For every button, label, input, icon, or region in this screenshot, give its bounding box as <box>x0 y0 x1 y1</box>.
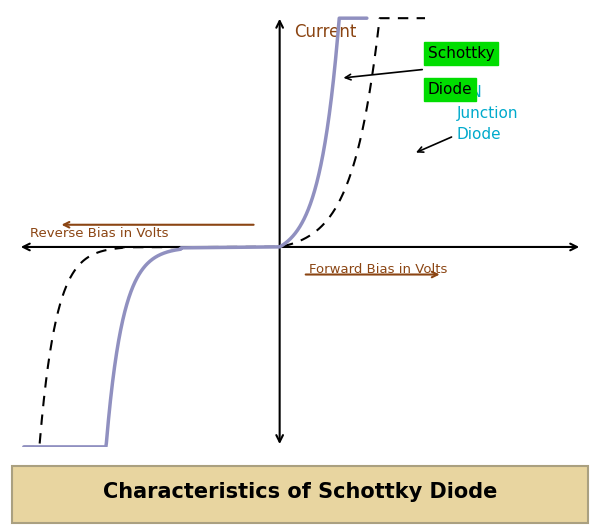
Text: Characteristics of Schottky Diode: Characteristics of Schottky Diode <box>103 481 497 502</box>
Text: Current: Current <box>294 23 356 40</box>
Text: Reverse Bias in Volts: Reverse Bias in Volts <box>29 227 168 240</box>
FancyBboxPatch shape <box>12 466 588 523</box>
Text: Forward Bias in Volts: Forward Bias in Volts <box>309 262 447 276</box>
Text: Schottky: Schottky <box>428 46 494 61</box>
Text: Diode: Diode <box>428 82 473 97</box>
Text: P-N
Junction
Diode: P-N Junction Diode <box>457 85 518 142</box>
